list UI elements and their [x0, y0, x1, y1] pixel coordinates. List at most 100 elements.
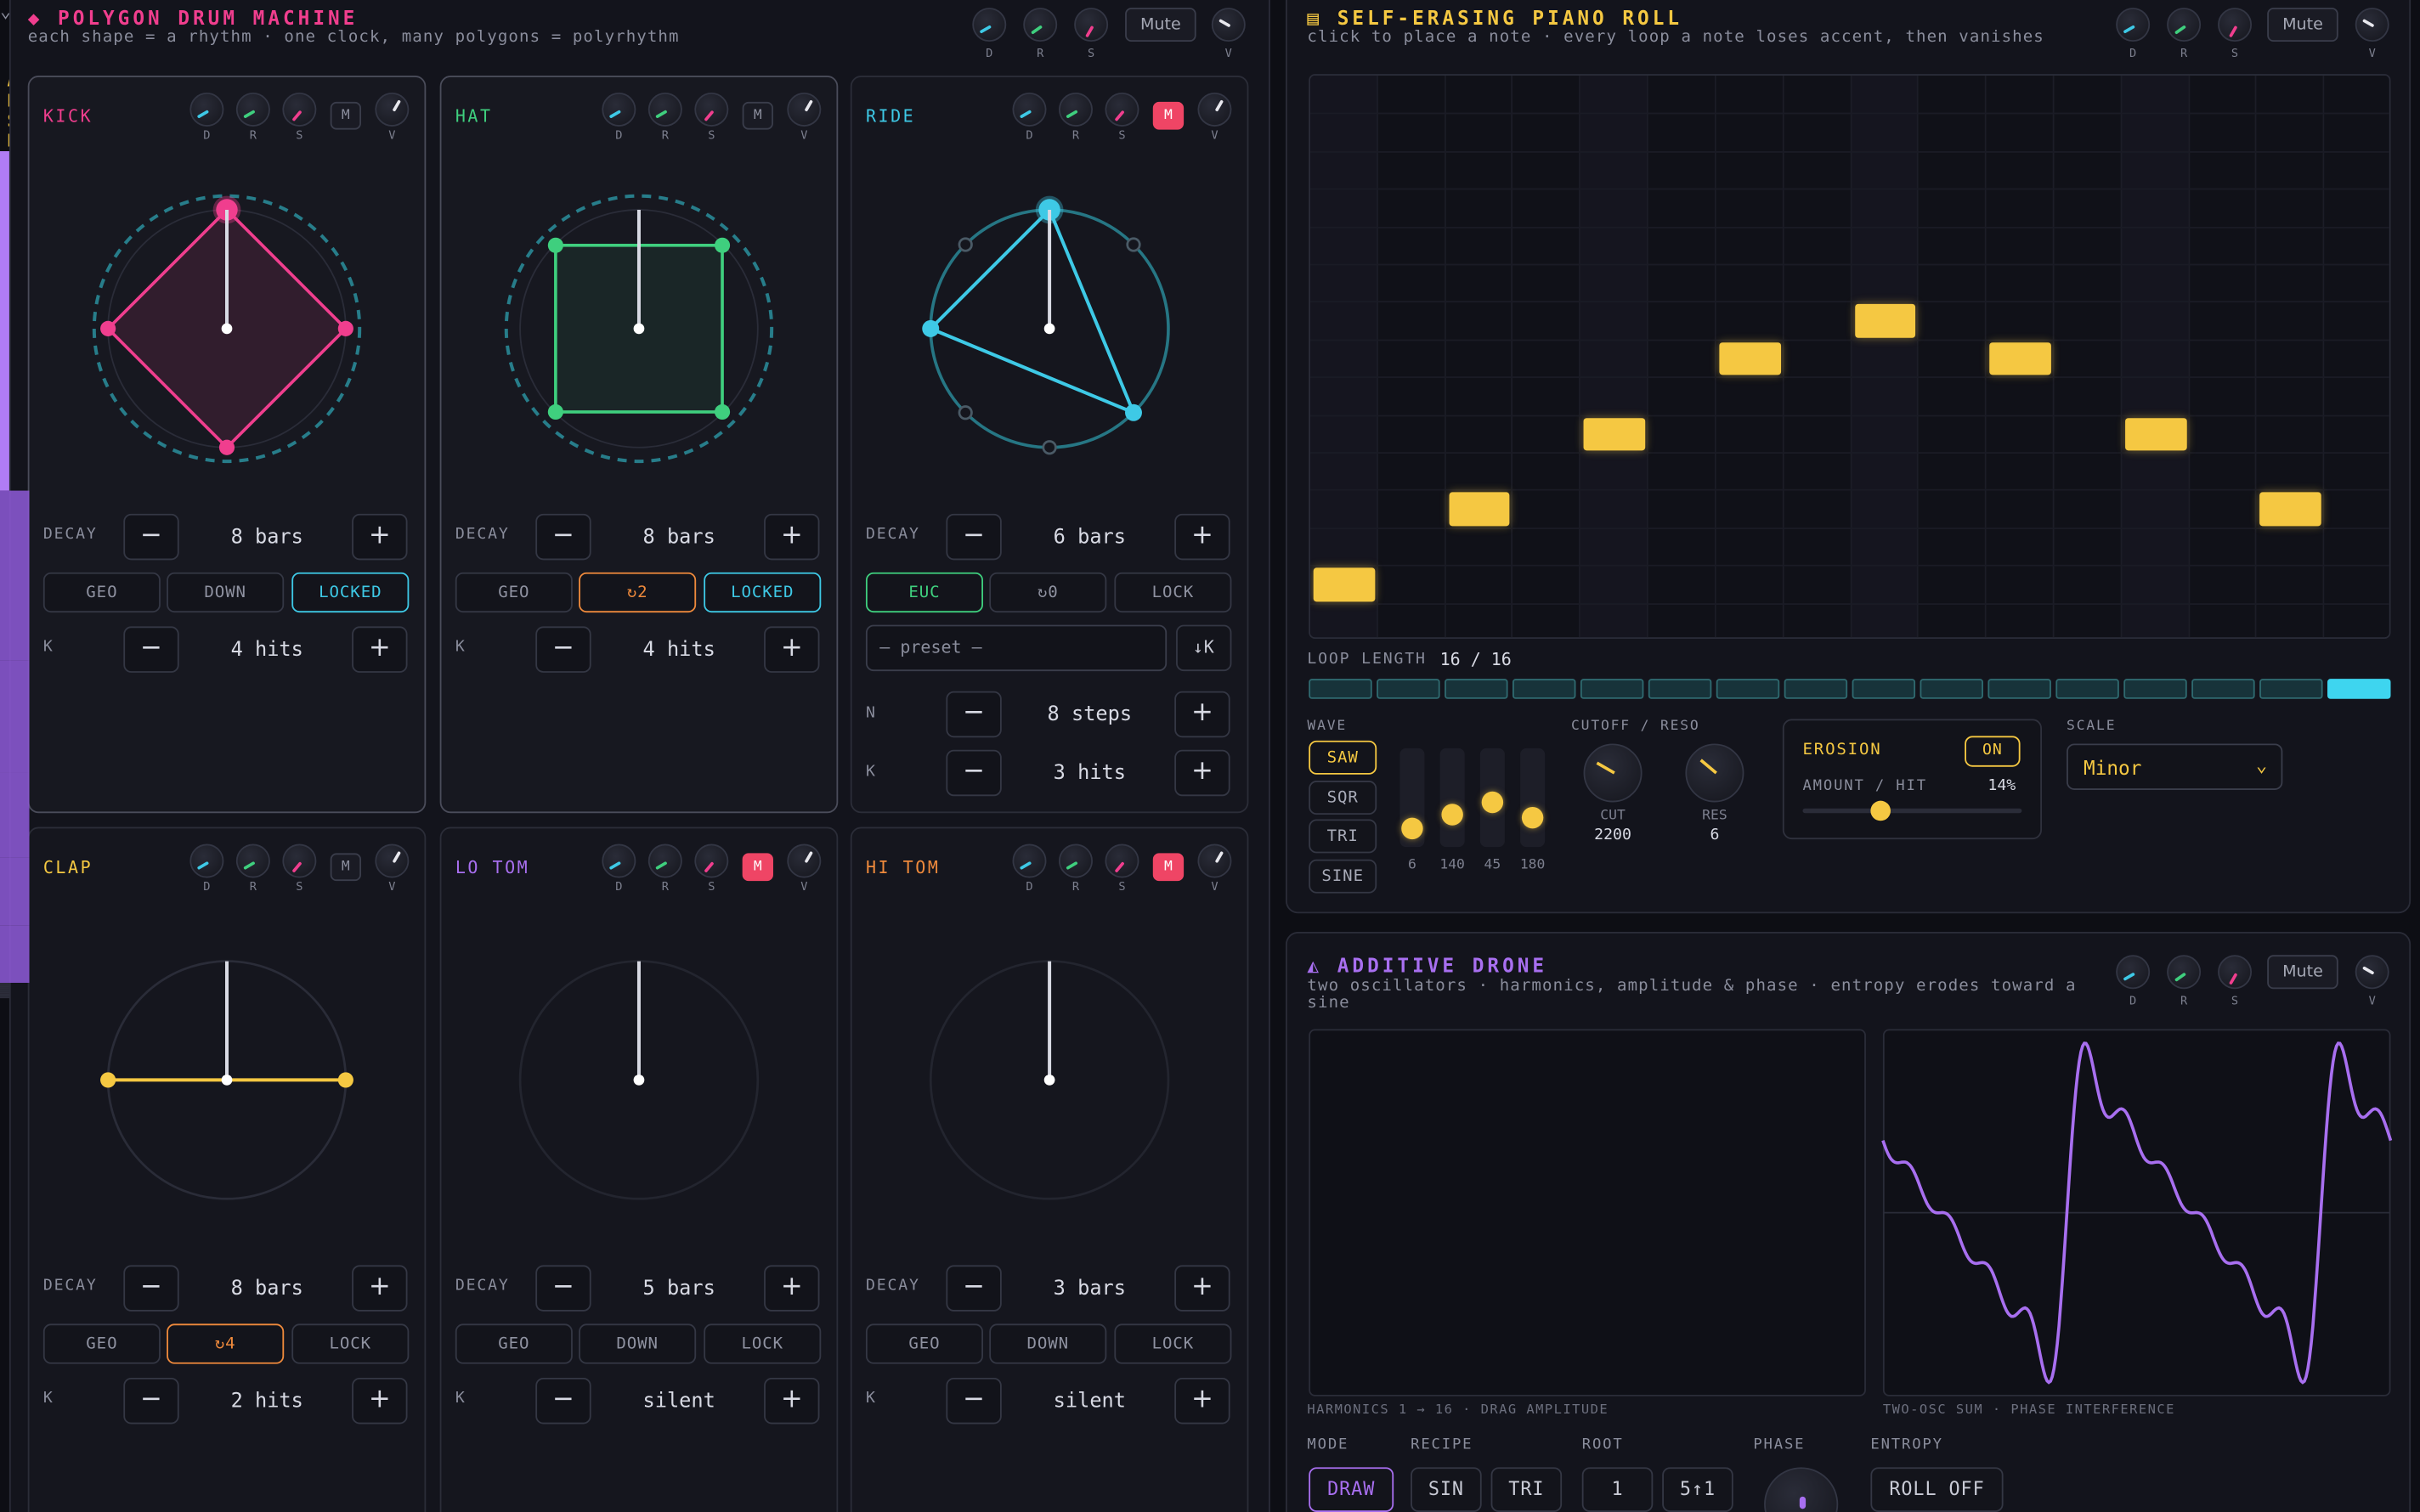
track-s-knob[interactable] [694, 92, 729, 127]
mode-button-0[interactable]: GEO [455, 1323, 573, 1364]
drum-d-knob[interactable] [972, 8, 1007, 42]
adsr-thumb[interactable] [1481, 790, 1504, 813]
loop-step[interactable] [1512, 679, 1575, 699]
wave-saw-button[interactable]: SAW [1309, 740, 1377, 775]
track-mute-button[interactable]: M [330, 853, 362, 882]
drone-s-knob[interactable] [2218, 955, 2253, 990]
track-v-knob[interactable] [375, 843, 410, 878]
k-minus-button[interactable]: − [946, 749, 1002, 797]
scale-select[interactable]: Minor ⌄ [2067, 743, 2283, 790]
mode-button-0[interactable]: GEO [455, 572, 573, 613]
adsr-fader[interactable] [1399, 748, 1425, 848]
k-minus-button[interactable]: − [123, 626, 179, 673]
track-d-knob[interactable] [189, 843, 224, 878]
wave-tri-button[interactable]: TRI [1309, 819, 1377, 854]
track-r-knob[interactable] [647, 843, 682, 878]
entropy-roll-off-button[interactable]: ROLL OFF [1870, 1467, 2004, 1512]
roll-note[interactable] [1448, 493, 1511, 526]
track-d-knob[interactable] [1012, 843, 1047, 878]
piano-roll-grid[interactable] [1309, 74, 2391, 639]
piano-v-knob[interactable] [2355, 8, 2389, 42]
mode-button-2[interactable]: LOCK [1114, 572, 1232, 613]
loop-step[interactable] [1445, 679, 1507, 699]
decay-minus-button[interactable]: − [946, 1265, 1002, 1312]
wave-sine-button[interactable]: SINE [1309, 858, 1377, 893]
decay-plus-button[interactable]: + [352, 1265, 408, 1312]
k-minus-button[interactable]: − [946, 1377, 1002, 1425]
set-k-button[interactable]: ↓K [1176, 624, 1232, 672]
track-d-knob[interactable] [602, 92, 636, 127]
drum-r-knob[interactable] [1023, 8, 1058, 42]
mode-button-1[interactable]: DOWN [989, 1323, 1107, 1364]
recipe-sin-button[interactable]: SIN [1411, 1467, 1482, 1512]
k-minus-button[interactable]: − [535, 626, 591, 673]
drum-v-knob[interactable] [1211, 8, 1246, 42]
loop-step[interactable] [2123, 679, 2187, 699]
mode-button-2[interactable]: LOCK [704, 1323, 822, 1364]
track-v-knob[interactable] [1197, 843, 1232, 878]
decay-minus-button[interactable]: − [535, 1265, 591, 1312]
adsr-fader[interactable] [1439, 748, 1465, 848]
loop-step[interactable] [1987, 679, 2051, 699]
k-minus-button[interactable]: − [123, 1377, 179, 1425]
adsr-thumb[interactable] [1401, 817, 1423, 840]
track-s-knob[interactable] [1105, 843, 1139, 878]
drone-v-knob[interactable] [2355, 955, 2389, 990]
mode-button-2[interactable]: LOCK [291, 1323, 410, 1364]
track-d-knob[interactable] [1012, 92, 1047, 127]
track-r-knob[interactable] [1059, 843, 1093, 878]
amount-slider-thumb[interactable] [1869, 800, 1891, 821]
root-1-button[interactable]: 1 [1581, 1467, 1654, 1512]
track-mute-button[interactable]: M [1152, 853, 1185, 882]
decay-plus-button[interactable]: + [764, 1265, 820, 1312]
k-plus-button[interactable]: + [352, 1377, 408, 1425]
drum-s-knob[interactable] [1074, 8, 1109, 42]
k-plus-button[interactable]: + [1174, 749, 1230, 797]
polygon-visual[interactable] [72, 926, 381, 1234]
track-mute-button[interactable]: M [742, 101, 773, 130]
decay-minus-button[interactable]: − [946, 513, 1002, 561]
loop-step[interactable] [1920, 679, 1983, 699]
track-mute-button[interactable]: M [1152, 101, 1185, 130]
k-plus-button[interactable]: + [1174, 1377, 1230, 1425]
track-v-knob[interactable] [787, 92, 822, 127]
erosion-toggle[interactable]: ON [1965, 736, 2021, 767]
roll-note[interactable] [1854, 304, 1916, 338]
mode-button-1[interactable]: DOWN [167, 572, 285, 613]
track-mute-button[interactable]: M [330, 101, 362, 130]
loop-step[interactable] [1580, 679, 1643, 699]
roll-note[interactable] [1989, 341, 2051, 375]
polygon-visual[interactable] [72, 174, 381, 482]
track-v-knob[interactable] [375, 92, 410, 127]
mode-button-0[interactable]: GEO [42, 1323, 161, 1364]
loop-step[interactable] [1377, 679, 1439, 699]
track-r-knob[interactable] [235, 92, 270, 127]
loop-step[interactable] [2259, 679, 2323, 699]
k-plus-button[interactable]: + [764, 626, 820, 673]
k-plus-button[interactable]: + [352, 626, 408, 673]
harmonic-bar[interactable] [0, 925, 30, 983]
piano-mute-button[interactable]: Mute [2267, 8, 2338, 42]
adsr-fader[interactable] [1520, 748, 1546, 848]
mode-button-1[interactable]: ↻0 [989, 572, 1107, 613]
decay-plus-button[interactable]: + [1174, 1265, 1230, 1312]
track-d-knob[interactable] [602, 843, 636, 878]
mode-button-2[interactable]: LOCK [1114, 1323, 1232, 1364]
track-s-knob[interactable] [694, 843, 729, 878]
harmonic-bar[interactable] [0, 857, 30, 926]
decay-plus-button[interactable]: + [764, 513, 820, 561]
k-minus-button[interactable]: − [535, 1377, 591, 1425]
drone-mute-button[interactable]: Mute [2267, 955, 2338, 990]
decay-minus-button[interactable]: − [535, 513, 591, 561]
piano-s-knob[interactable] [2218, 8, 2253, 42]
mode-button-0[interactable]: EUC [865, 572, 983, 613]
recipe-tri-button[interactable]: TRI [1490, 1467, 1563, 1512]
track-card-hat[interactable] [439, 76, 839, 814]
adsr-thumb[interactable] [1521, 806, 1544, 828]
track-r-knob[interactable] [647, 92, 682, 127]
decay-minus-button[interactable]: − [123, 513, 179, 561]
mode-draw-button[interactable]: DRAW [1309, 1467, 1394, 1512]
piano-r-knob[interactable] [2167, 8, 2202, 42]
track-r-knob[interactable] [235, 843, 270, 878]
roll-note[interactable] [1313, 567, 1376, 601]
